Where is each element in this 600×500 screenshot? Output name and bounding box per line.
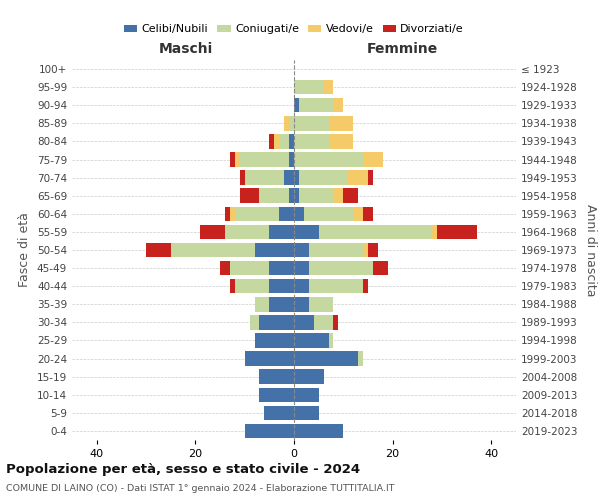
Bar [373, 261, 388, 276]
Bar [294, 279, 309, 293]
Bar [230, 152, 235, 167]
Bar [259, 188, 289, 203]
Bar [294, 406, 319, 420]
Bar [432, 224, 437, 239]
Bar [259, 370, 294, 384]
Bar [353, 206, 363, 221]
Bar [309, 297, 334, 312]
Bar [334, 98, 343, 112]
Bar [230, 279, 235, 293]
Text: Femmine: Femmine [367, 42, 438, 56]
Bar [358, 352, 363, 366]
Bar [284, 116, 289, 130]
Bar [299, 188, 334, 203]
Bar [309, 279, 363, 293]
Bar [299, 170, 348, 185]
Bar [294, 224, 319, 239]
Bar [240, 188, 259, 203]
Bar [294, 352, 358, 366]
Bar [220, 261, 230, 276]
Bar [334, 188, 343, 203]
Bar [294, 297, 309, 312]
Bar [225, 206, 230, 221]
Bar [235, 152, 240, 167]
Bar [363, 152, 383, 167]
Bar [289, 134, 294, 148]
Bar [294, 370, 323, 384]
Y-axis label: Fasce di età: Fasce di età [19, 212, 31, 288]
Bar [254, 333, 294, 347]
Bar [294, 134, 329, 148]
Bar [294, 206, 304, 221]
Bar [437, 224, 476, 239]
Bar [230, 206, 235, 221]
Bar [294, 333, 329, 347]
Bar [329, 116, 353, 130]
Bar [294, 315, 314, 330]
Bar [250, 315, 259, 330]
Bar [269, 279, 294, 293]
Bar [323, 80, 334, 94]
Bar [289, 152, 294, 167]
Bar [309, 243, 363, 257]
Text: Maschi: Maschi [158, 42, 212, 56]
Bar [269, 261, 294, 276]
Bar [343, 188, 358, 203]
Bar [368, 170, 373, 185]
Bar [170, 243, 254, 257]
Bar [294, 98, 299, 112]
Bar [235, 279, 269, 293]
Bar [259, 315, 294, 330]
Bar [269, 297, 294, 312]
Bar [245, 352, 294, 366]
Bar [363, 279, 368, 293]
Bar [304, 206, 353, 221]
Bar [265, 406, 294, 420]
Bar [294, 243, 309, 257]
Bar [240, 170, 245, 185]
Bar [269, 134, 274, 148]
Bar [309, 261, 373, 276]
Bar [329, 134, 353, 148]
Bar [363, 243, 368, 257]
Legend: Celibi/Nubili, Coniugati/e, Vedovi/e, Divorziati/e: Celibi/Nubili, Coniugati/e, Vedovi/e, Di… [119, 20, 469, 39]
Bar [235, 206, 279, 221]
Bar [289, 116, 294, 130]
Bar [225, 224, 269, 239]
Bar [245, 170, 284, 185]
Bar [294, 170, 299, 185]
Bar [274, 134, 279, 148]
Text: Popolazione per età, sesso e stato civile - 2024: Popolazione per età, sesso e stato civil… [6, 462, 360, 475]
Bar [363, 206, 373, 221]
Bar [230, 261, 269, 276]
Bar [314, 315, 334, 330]
Bar [294, 152, 363, 167]
Bar [259, 388, 294, 402]
Bar [269, 224, 294, 239]
Bar [334, 315, 338, 330]
Bar [254, 243, 294, 257]
Y-axis label: Anni di nascita: Anni di nascita [584, 204, 597, 296]
Bar [294, 388, 319, 402]
Bar [319, 224, 432, 239]
Bar [294, 116, 329, 130]
Bar [294, 424, 343, 438]
Bar [368, 243, 378, 257]
Bar [348, 170, 368, 185]
Bar [146, 243, 170, 257]
Bar [289, 188, 294, 203]
Bar [284, 170, 294, 185]
Bar [294, 80, 323, 94]
Bar [294, 261, 309, 276]
Bar [245, 424, 294, 438]
Bar [279, 206, 294, 221]
Bar [299, 98, 334, 112]
Bar [329, 333, 334, 347]
Bar [200, 224, 225, 239]
Bar [240, 152, 289, 167]
Bar [279, 134, 289, 148]
Bar [294, 188, 299, 203]
Text: COMUNE DI LAINO (CO) - Dati ISTAT 1° gennaio 2024 - Elaborazione TUTTITALIA.IT: COMUNE DI LAINO (CO) - Dati ISTAT 1° gen… [6, 484, 395, 493]
Bar [254, 297, 269, 312]
